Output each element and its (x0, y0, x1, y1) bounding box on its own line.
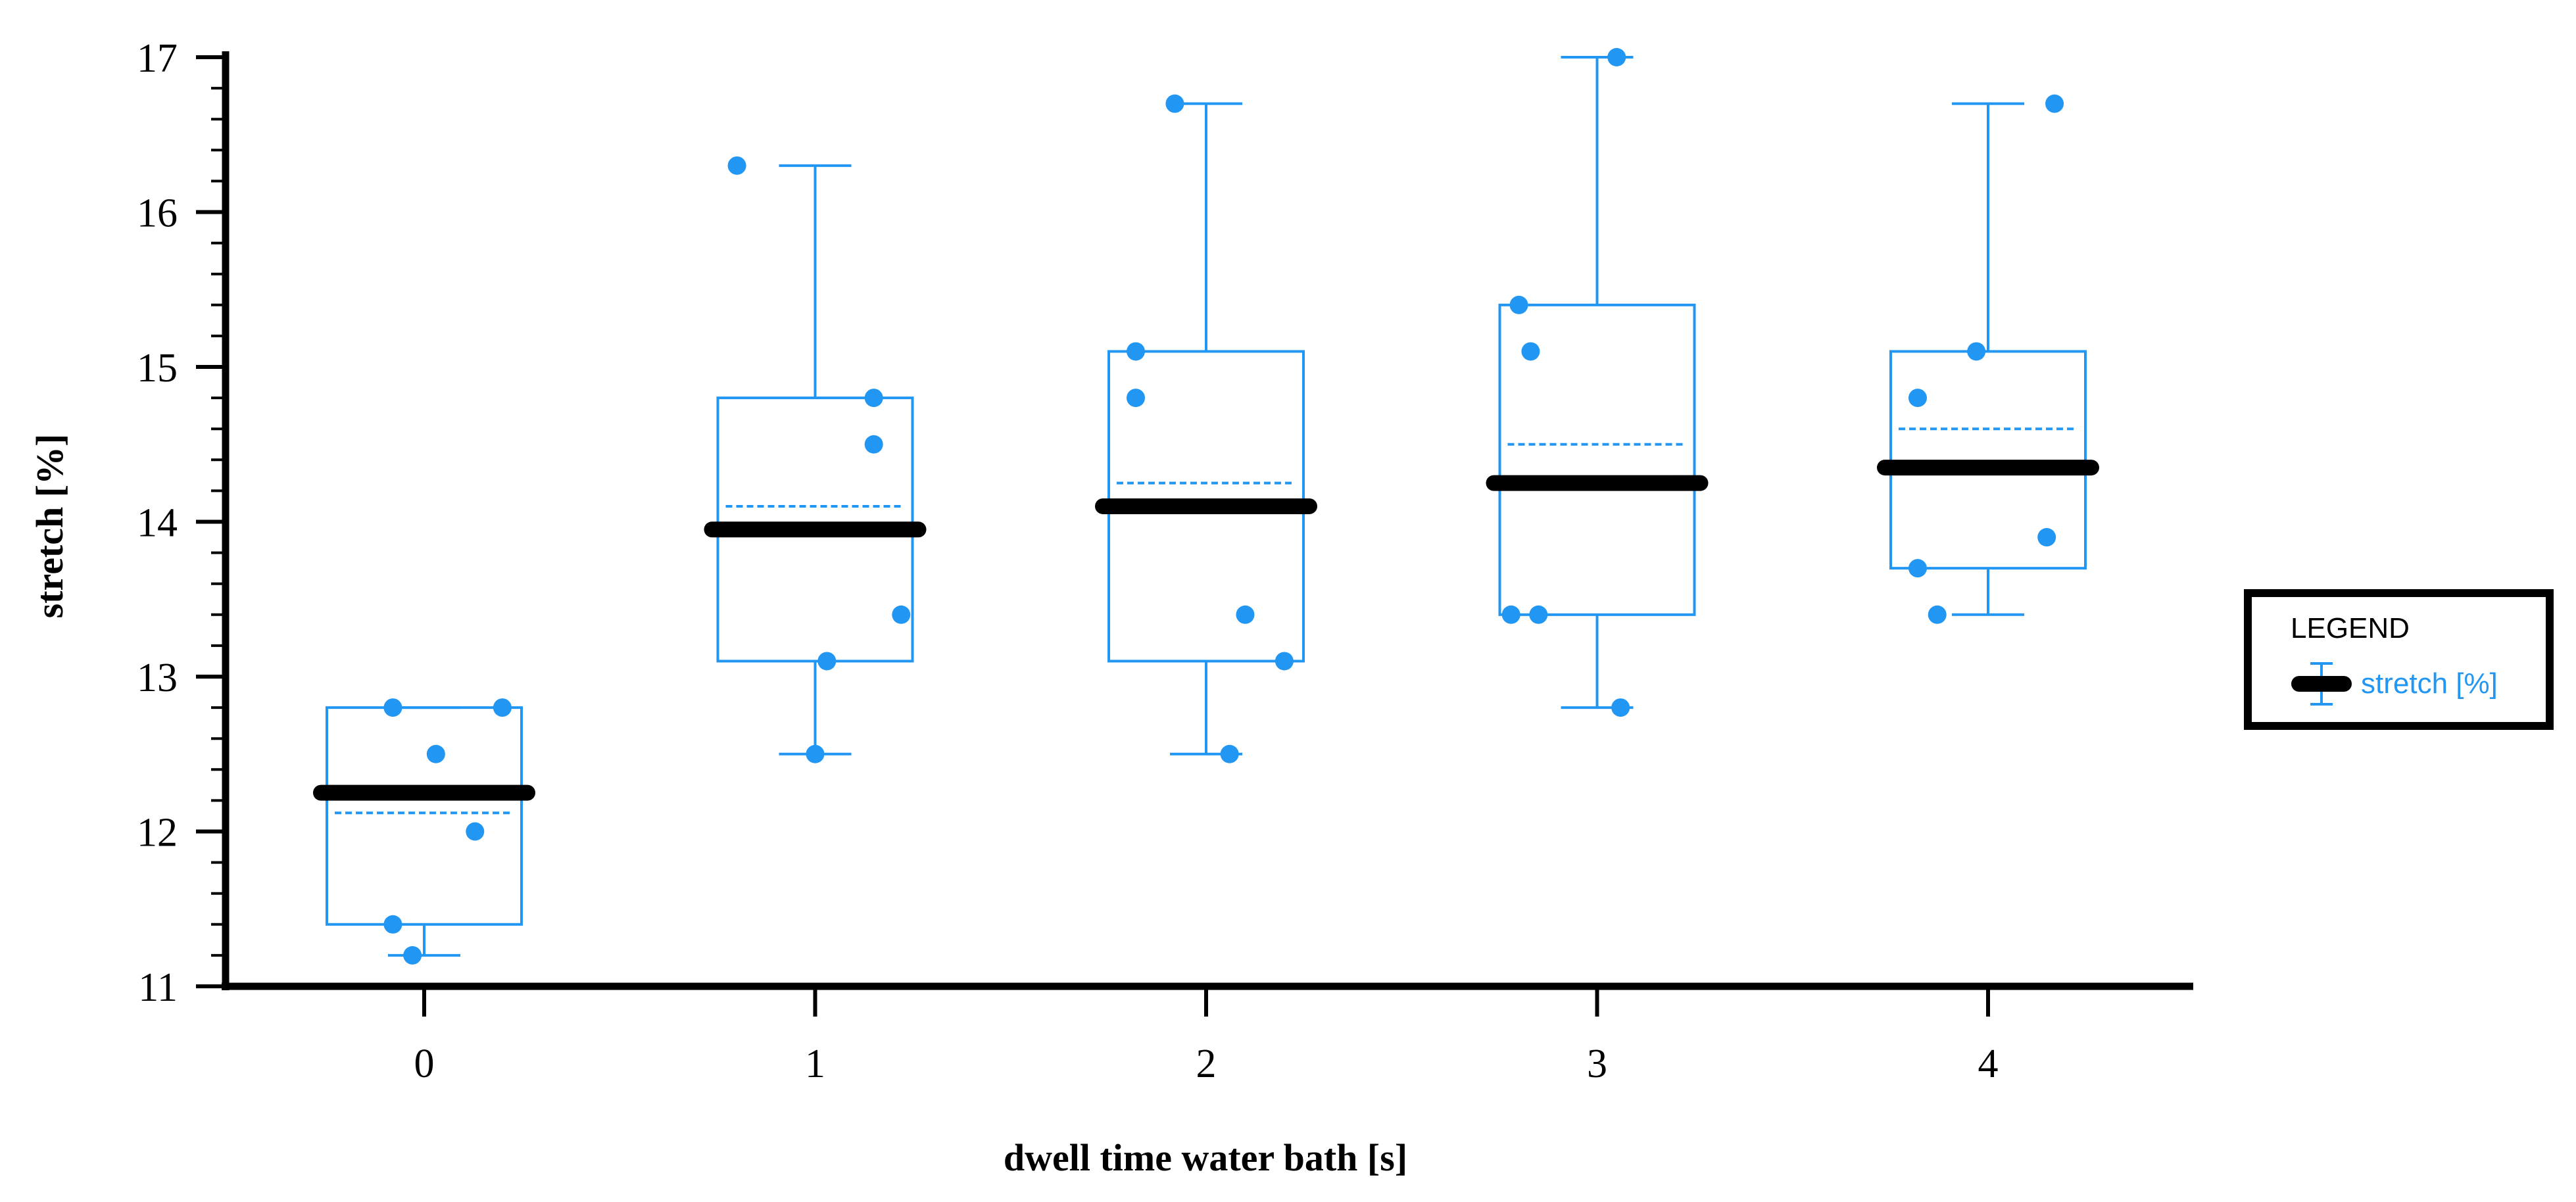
data-point (426, 744, 445, 763)
y-tick-label: 11 (138, 965, 178, 1010)
y-tick-label: 13 (137, 656, 178, 700)
data-point (1220, 744, 1239, 763)
plot-area (313, 48, 2099, 965)
box-group-4 (1877, 94, 2099, 624)
box-group-3 (1486, 48, 1709, 717)
iqr-box (1498, 303, 1696, 616)
data-point (1611, 698, 1630, 717)
y-tick-label: 15 (137, 346, 178, 391)
x-tick-label: 2 (1196, 1042, 1217, 1086)
data-point (2037, 528, 2056, 547)
data-point (1236, 605, 1255, 624)
data-point (1607, 48, 1626, 66)
data-point (1126, 389, 1145, 408)
x-tick-label: 3 (1587, 1042, 1607, 1086)
box-group-2 (1095, 94, 1317, 763)
data-point (864, 389, 883, 408)
y-tick-label: 12 (137, 811, 178, 855)
data-point (817, 652, 837, 671)
box-group-1 (704, 156, 927, 763)
data-point (1509, 295, 1528, 314)
y-axis-label: stretch [%] (28, 434, 71, 619)
data-point (1908, 389, 1927, 408)
data-point (1275, 652, 1294, 671)
data-point (727, 156, 746, 175)
x-tick-label: 0 (414, 1042, 435, 1086)
data-point (1967, 342, 1986, 361)
legend-title: LEGEND (2291, 612, 2410, 644)
x-tick-label: 4 (1978, 1042, 1999, 1086)
data-point (1126, 342, 1145, 361)
x-tick-label: 1 (805, 1042, 825, 1086)
legend-frame (2244, 589, 2554, 730)
data-point (466, 822, 485, 841)
data-point (2045, 94, 2064, 113)
data-point (1165, 94, 1184, 113)
data-point (383, 698, 402, 717)
iqr-box (326, 706, 523, 926)
y-tick-label: 14 (137, 501, 178, 546)
data-point (864, 435, 883, 454)
legend: LEGEND stretch [%] (2244, 589, 2554, 730)
data-point (383, 915, 402, 934)
data-point (403, 946, 422, 965)
data-point (1501, 605, 1520, 624)
data-point (806, 744, 825, 763)
axes: stretch [%] dwell time water bath [s] 11… (28, 36, 2193, 1179)
x-axis-label: dwell time water bath [s] (1004, 1136, 1407, 1179)
data-point (493, 698, 512, 717)
data-point (1521, 342, 1540, 361)
box-group-0 (313, 698, 535, 965)
data-point (1908, 559, 1927, 578)
y-tick-label: 17 (137, 36, 178, 81)
data-point (1928, 605, 1947, 624)
data-point (892, 605, 911, 624)
data-point (1529, 605, 1548, 624)
y-tick-label: 16 (137, 191, 178, 236)
legend-entry-stretch: stretch [%] (2361, 667, 2498, 700)
